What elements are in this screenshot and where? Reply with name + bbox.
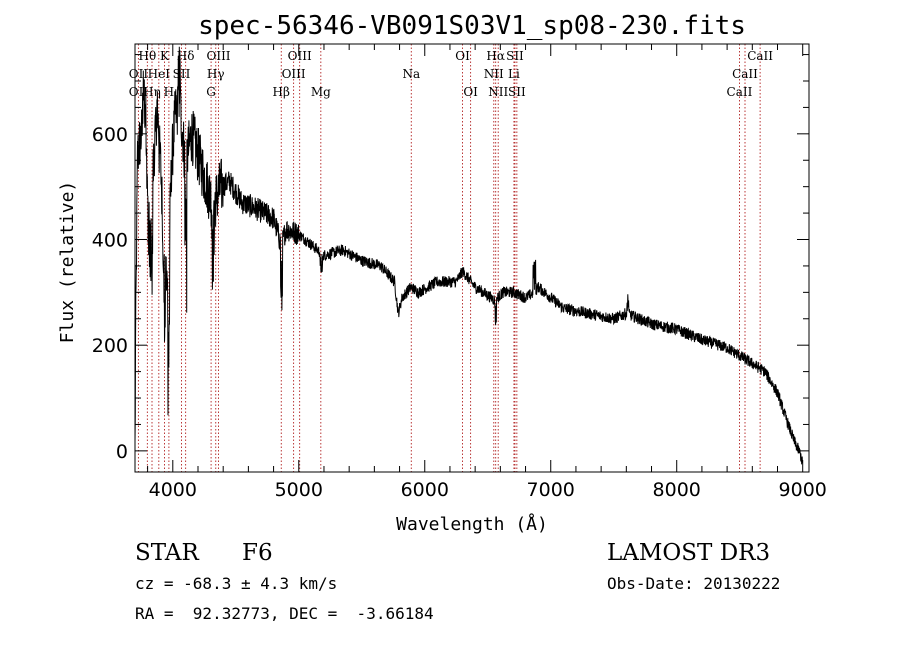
line-label: OIII [282,67,306,81]
line-label: CaII [747,49,773,63]
line-label: CaII [732,67,758,81]
line-label: SII [173,67,191,81]
x-axis-label: Wavelength (Å) [396,513,548,535]
line-label: NII [488,85,508,99]
line-label: OII [129,67,149,81]
line-label: Hθ [138,49,156,63]
y-tick-label: 600 [92,124,128,146]
y-axis-label: Flux (relative) [57,181,78,344]
line-label: SII [506,49,524,63]
line-label: H [164,85,174,99]
axis-tick-labels: 4000 5000 6000 7000 8000 9000 0 200 400 600 [92,124,827,501]
line-label: Mg [311,85,331,99]
line-label: OI [455,49,470,63]
line-label: NII [484,67,504,81]
line-label: Hγ [207,67,225,81]
x-tick-label: 7000 [527,479,575,501]
line-label: Li [508,67,520,81]
object-subclass: F6 [242,540,273,566]
line-label: G [206,85,216,99]
line-label: Hδ [177,49,195,63]
emission-line-markers [137,44,761,472]
object-class: STAR [135,540,199,566]
line-label: HeI [148,67,171,81]
line-label: K [160,49,170,63]
line-label: OIII [206,49,230,63]
line-label: SII [508,85,526,99]
line-label: CaII [727,85,753,99]
x-tick-label: 8000 [653,479,701,501]
observation-date: Obs-Date: 20130222 [607,574,781,593]
redshift-velocity: cz = -68.3 ± 4.3 km/s [135,574,338,593]
x-tick-label: 5000 [275,479,323,501]
y-tick-label: 400 [92,230,128,252]
x-tick-label: 6000 [401,479,449,501]
line-label: OI [463,85,478,99]
line-label: Hη [143,85,161,99]
line-label: Hβ [273,85,290,99]
line-label: OIII [288,49,312,63]
x-tick-label: 4000 [149,479,197,501]
chart-title: spec-56346-VB091S03V1_sp08-230.fits [198,11,746,41]
axis-ticks [135,44,809,472]
y-tick-label: 200 [92,335,128,357]
spectrum-trace [134,46,803,465]
x-tick-label: 9000 [779,479,827,501]
plot-frame [134,43,810,473]
y-tick-label: 0 [116,441,128,463]
survey-name: LAMOST DR3 [607,540,771,566]
line-label: Na [402,67,420,81]
line-label: Hα [486,49,505,63]
sky-coordinates: RA = 92.32773, DEC = -3.66184 [135,604,434,623]
